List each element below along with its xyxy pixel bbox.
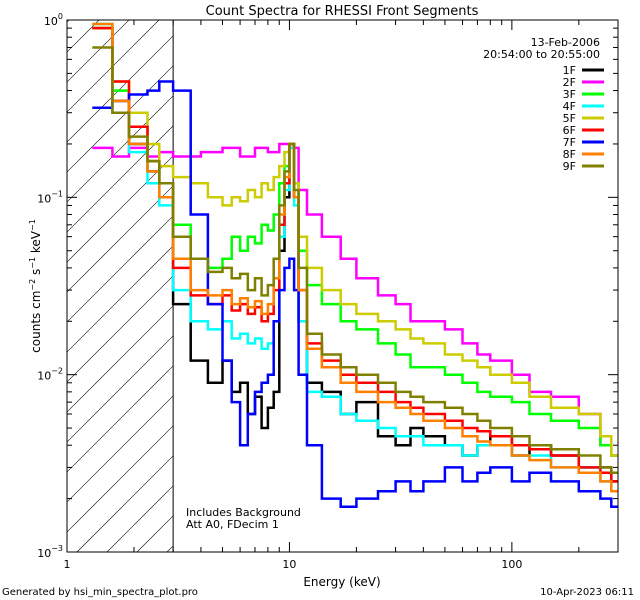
hatch-line [67, 365, 174, 473]
axis-ticks [66, 19, 619, 553]
hatch-line [67, 20, 160, 113]
legend-label-9F: 9F [563, 160, 576, 173]
annotation-attenuator: Att A0, FDecim 1 [186, 518, 279, 531]
x-tick-label: 1 [64, 558, 71, 571]
y-tick-label: 10−1 [37, 189, 63, 205]
hatch-line [67, 185, 174, 293]
footer-date: 10-Apr-2023 06:11 [540, 587, 634, 598]
legend-label-8F: 8F [563, 148, 576, 161]
legend-time-range: 20:54:00 to 20:55:00 [483, 48, 600, 61]
legend-label-4F: 4F [563, 100, 576, 113]
y-tick-labels: 100 10−1 10−2 10−3 [37, 12, 63, 560]
y-axis-label: counts cm−2 s−1 keV−1 [28, 219, 43, 353]
hatch-line [76, 455, 174, 552]
legend-date: 13-Feb-2006 [531, 36, 600, 49]
series-lines [92, 22, 618, 508]
legend-label-7F: 7F [563, 136, 576, 149]
legend-label-1F: 1F [563, 64, 576, 77]
x-axis-label: Energy (keV) [303, 575, 380, 589]
footer-generated-by: Generated by hsi_min_spectra_plot.pro [2, 587, 198, 598]
hatch-line [67, 245, 174, 353]
y-tick-label: 10−2 [37, 367, 63, 383]
plot-frame [66, 19, 619, 553]
x-tick-labels: 1 10 100 [64, 558, 523, 571]
chart-title: Count Spectra for RHESSI Front Segments [206, 4, 479, 19]
legend-label-6F: 6F [563, 124, 576, 137]
y-tick-label: 100 [44, 12, 63, 28]
legend-label-5F: 5F [563, 112, 576, 125]
series-line-9F [92, 46, 618, 474]
x-tick-label: 100 [501, 558, 522, 571]
hatch-line [67, 395, 174, 503]
legend-label-3F: 3F [563, 88, 576, 101]
hatch-line [67, 35, 174, 143]
hatch-line [67, 425, 174, 533]
y-tick-label: 10−3 [37, 544, 63, 560]
series-line-5F [92, 26, 618, 457]
hatch-line [67, 215, 174, 323]
legend-label-2F: 2F [563, 76, 576, 89]
annotation-background: Includes Background [186, 506, 301, 519]
hatched-region [67, 20, 174, 552]
hatch-line [67, 65, 174, 173]
series-line-8F [92, 22, 618, 493]
series-line-7F [92, 80, 618, 508]
series-line-2F [92, 142, 618, 457]
x-tick-label: 10 [282, 558, 296, 571]
